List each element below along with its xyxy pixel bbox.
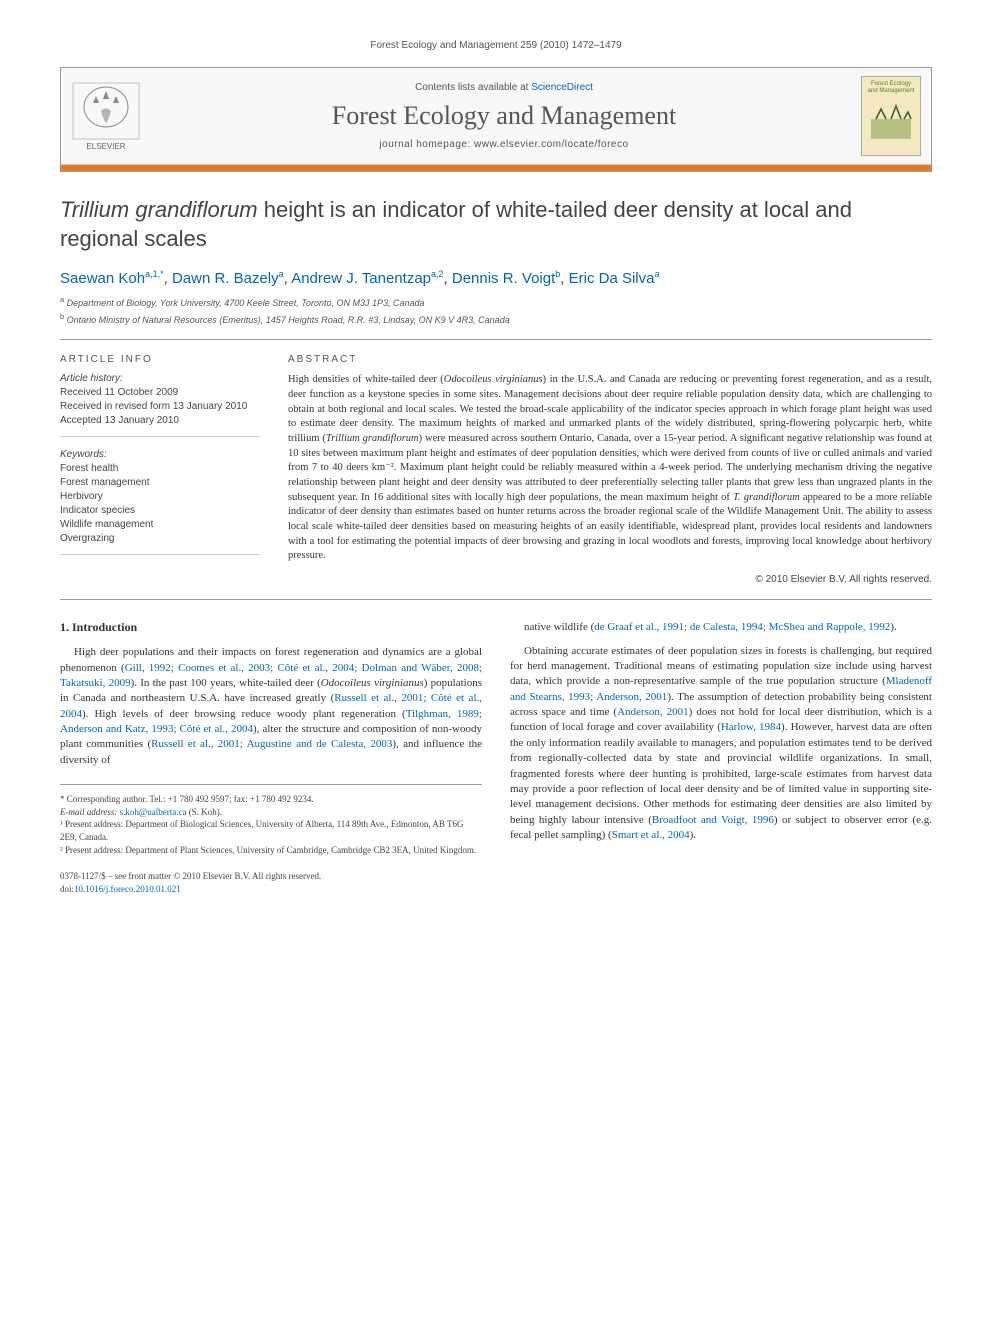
journal-cover-thumb: Forest Ecology and Management — [861, 76, 921, 156]
history-line: Received in revised form 13 January 2010 — [60, 400, 260, 414]
section-rule — [60, 599, 932, 600]
email-note: E-mail address: s.koh@ualberta.ca (S. Ko… — [60, 806, 482, 819]
keyword: Wildlife management — [60, 518, 260, 532]
citation-link[interactable]: Mladenoff and Stearns, 1993; Anderson, 2… — [510, 675, 932, 702]
corresponding-note: * Corresponding author. Tel.: +1 780 492… — [60, 793, 482, 806]
body-paragraph: native wildlife (de Graaf et al., 1991; … — [510, 620, 932, 635]
front-matter-line: 0378-1127/$ – see front matter © 2010 El… — [60, 870, 482, 883]
elsevier-logo: ELSEVIER — [71, 81, 141, 151]
orange-accent-bar — [61, 165, 931, 171]
author-link[interactable]: Andrew J. Tanentzap — [291, 270, 431, 287]
doi-link[interactable]: 10.1016/j.foreco.2010.01.021 — [74, 884, 181, 894]
contents-available: Contents lists available at ScienceDirec… — [157, 82, 851, 93]
body-right-column: native wildlife (de Graaf et al., 1991; … — [510, 620, 932, 895]
running-header: Forest Ecology and Management 259 (2010)… — [60, 40, 932, 51]
history-line: Accepted 13 January 2010 — [60, 414, 260, 428]
article-info-heading: ARTICLE INFO — [60, 354, 260, 365]
citation-link[interactable]: Russell et al., 2001; Augustine and de C… — [151, 738, 392, 750]
keyword: Forest health — [60, 462, 260, 476]
keyword: Overgrazing — [60, 532, 260, 546]
author-link[interactable]: Saewan Koh — [60, 270, 145, 287]
abstract-heading: ABSTRACT — [288, 354, 932, 365]
journal-homepage: journal homepage: www.elsevier.com/locat… — [157, 139, 851, 150]
author-list: Saewan Koha,1,*, Dawn R. Bazelya, Andrew… — [60, 269, 932, 287]
section-rule — [60, 339, 932, 340]
corresponding-email-link[interactable]: s.koh@ualberta.ca — [120, 807, 187, 817]
keywords-label: Keywords: — [60, 449, 260, 460]
sciencedirect-link[interactable]: ScienceDirect — [531, 82, 593, 93]
journal-banner: ELSEVIER Contents lists available at Sci… — [60, 67, 932, 172]
affiliation: a Department of Biology, York University… — [60, 295, 932, 308]
abstract-copyright: © 2010 Elsevier B.V. All rights reserved… — [288, 574, 932, 585]
body-paragraph: Obtaining accurate estimates of deer pop… — [510, 644, 932, 844]
history-line: Received 11 October 2009 — [60, 386, 260, 400]
citation-link[interactable]: Anderson, 2001 — [617, 706, 689, 718]
author-link[interactable]: Eric Da Silva — [569, 270, 655, 287]
keyword: Indicator species — [60, 504, 260, 518]
body-paragraph: High deer populations and their impacts … — [60, 645, 482, 768]
citation-link[interactable]: Tilghman, 1989; Anderson and Katz, 1993;… — [60, 708, 482, 735]
keyword: Forest management — [60, 476, 260, 490]
footer-block: 0378-1127/$ – see front matter © 2010 El… — [60, 870, 482, 895]
author-link[interactable]: Dennis R. Voigt — [452, 270, 555, 287]
present-address-2: ² Present address: Department of Plant S… — [60, 844, 482, 857]
author-link[interactable]: Dawn R. Bazely — [172, 270, 279, 287]
svg-text:ELSEVIER: ELSEVIER — [86, 142, 125, 151]
citation-link[interactable]: de Graaf et al., 1991; de Calesta, 1994;… — [594, 621, 890, 633]
affiliation: b Ontario Ministry of Natural Resources … — [60, 312, 932, 325]
article-info-sidebar: ARTICLE INFO Article history: Received 1… — [60, 354, 260, 585]
citation-link[interactable]: Smart et al., 2004 — [612, 829, 690, 841]
journal-name: Forest Ecology and Management — [157, 101, 851, 131]
abstract-text: High densities of white-tailed deer (Odo… — [288, 373, 932, 564]
present-address-1: ¹ Present address: Department of Biologi… — [60, 818, 482, 843]
keyword: Herbivory — [60, 490, 260, 504]
article-history-label: Article history: — [60, 373, 260, 384]
citation-link[interactable]: Broadfoot and Voigt, 1996 — [652, 814, 774, 826]
footnotes: * Corresponding author. Tel.: +1 780 492… — [60, 784, 482, 856]
doi-line: doi:10.1016/j.foreco.2010.01.021 — [60, 883, 482, 896]
body-left-column: 1. Introduction High deer populations an… — [60, 620, 482, 895]
citation-link[interactable]: Harlow, 1984 — [721, 721, 781, 733]
article-title: Trillium grandiflorum height is an indic… — [60, 196, 932, 253]
abstract-column: ABSTRACT High densities of white-tailed … — [288, 354, 932, 585]
section-heading-intro: 1. Introduction — [60, 620, 482, 635]
